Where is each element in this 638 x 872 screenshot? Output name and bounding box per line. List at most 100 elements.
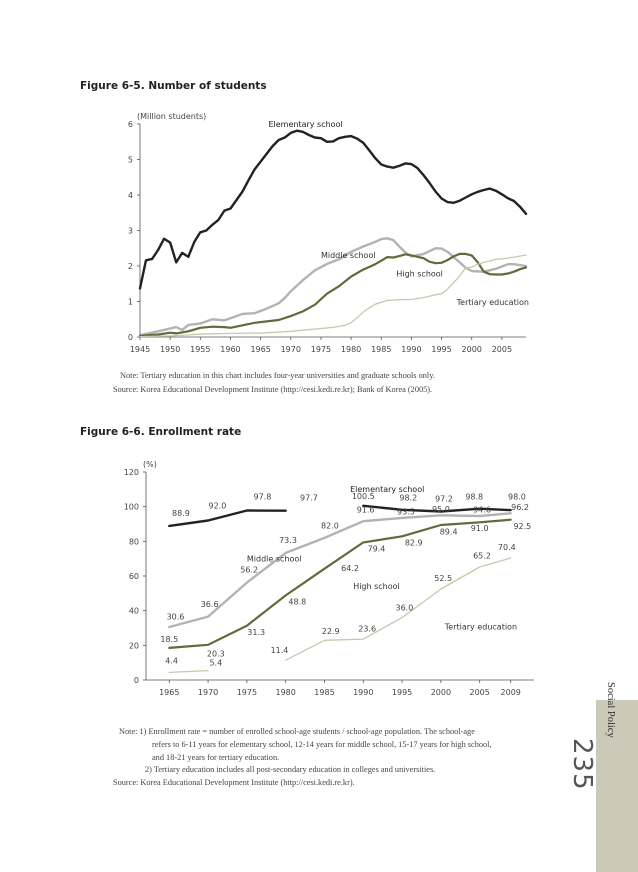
c1-y-tick-label: 2 [128, 262, 133, 271]
figure-6-5-source: Source: Korea Educational Development In… [113, 385, 433, 394]
c2-data-label: 30.6 [167, 612, 185, 621]
c2-data-label: 4.4 [165, 657, 178, 666]
side-tab [596, 700, 638, 872]
c1-y-tick-label: 4 [128, 191, 133, 200]
figure-6-5-note: Note: Tertiary education in this chart i… [120, 371, 435, 380]
c2-data-label: 36.0 [396, 604, 414, 613]
c1-x-tick-label: 2000 [462, 345, 482, 354]
c1-x-tick-label: 2005 [492, 345, 512, 354]
c2-series-label-tertiary: Tertiary education [444, 623, 517, 632]
c2-series-label-high: High school [353, 582, 400, 591]
c2-data-label: 36.6 [201, 600, 219, 609]
c2-x-tick-label: 1975 [237, 688, 257, 697]
c1-x-tick-label: 1945 [130, 345, 150, 354]
c2-y-axis-label: (%) [143, 460, 157, 469]
c1-y-tick-label: 5 [128, 156, 133, 165]
c2-data-label: 88.9 [172, 509, 190, 518]
c2-x-tick-label: 1995 [392, 688, 412, 697]
c2-y-tick-label: 120 [124, 468, 139, 477]
c2-data-label: 5.4 [209, 658, 222, 667]
c2-data-label: 48.8 [288, 598, 306, 607]
c2-data-label: 93.5 [397, 507, 415, 516]
c2-data-label: 56.2 [240, 566, 258, 575]
c1-series-middle-line [138, 237, 528, 337]
c2-data-label: 22.9 [322, 627, 340, 636]
c2-x-tick-label: 2005 [470, 688, 490, 697]
c2-y-tick-label: 80 [129, 537, 139, 546]
figure-6-6-source: Source: Korea Educational Development In… [113, 778, 355, 787]
c2-x-tick-label: 1980 [276, 688, 296, 697]
c2-series-label-elementary: Elementary school [350, 485, 424, 494]
c2-series-middle-line [168, 512, 512, 629]
c1-x-tick-label: 1965 [250, 345, 270, 354]
c1-x-tick-label: 1950 [160, 345, 180, 354]
page-number: 235 [567, 738, 597, 791]
c2-data-label: 98.0 [508, 493, 526, 502]
c2-data-label: 91.0 [471, 524, 489, 533]
figure-6-5-title: Figure 6-5. Number of students [80, 80, 267, 92]
c2-data-label: 73.3 [279, 536, 297, 545]
c1-series-label-elementary: Elementary school [268, 120, 342, 129]
c2-y-tick-label: 40 [129, 607, 139, 616]
c2-y-tick-label: 0 [134, 676, 139, 685]
c2-data-label: 89.4 [440, 527, 458, 536]
c1-x-tick-label: 1995 [431, 345, 451, 354]
c2-data-label: 97.8 [253, 493, 271, 502]
c1-series-elementary-line [138, 129, 528, 290]
c2-data-label: 65.2 [473, 552, 491, 561]
c1-series-label-tertiary: Tertiary education [456, 298, 529, 307]
c2-data-label: 97.7 [300, 494, 318, 503]
c1-x-tick-label: 1985 [371, 345, 391, 354]
c2-data-label: 91.6 [357, 506, 375, 515]
c2-series-label-middle: Middle school [247, 554, 302, 563]
c1-y-tick-label: 3 [128, 227, 133, 236]
c2-data-label: 97.2 [435, 494, 453, 503]
c1-series-label-middle: Middle school [321, 251, 376, 260]
c2-data-label: 98.2 [399, 494, 417, 503]
figure-6-6-note-1-cont: refers to 6-11 years for elementary scho… [152, 740, 492, 749]
figure-6-6-title: Figure 6-6. Enrollment rate [80, 426, 242, 438]
c2-data-label: 52.5 [434, 574, 452, 583]
c1-x-tick-label: 1975 [311, 345, 331, 354]
c2-data-label: 18.5 [160, 635, 178, 644]
c2-y-tick-label: 60 [129, 572, 139, 581]
c1-y-tick-label: 6 [128, 120, 133, 129]
c1-y-tick-label: 0 [128, 333, 133, 342]
c2-data-label: 64.2 [341, 564, 359, 573]
c2-x-tick-label: 1990 [353, 688, 373, 697]
c2-data-label: 79.4 [368, 545, 386, 554]
c2-x-tick-label: 1965 [159, 688, 179, 697]
c1-series-label-high: High school [396, 270, 443, 279]
c2-x-tick-label: 1985 [314, 688, 334, 697]
c1-y-tick-label: 1 [128, 298, 133, 307]
c1-x-tick-label: 1970 [281, 345, 301, 354]
c2-series-tertiary-line [285, 557, 512, 661]
figure-6-6-note-1-cont2: and 18-21 years for tertiary education. [152, 753, 280, 762]
c2-data-label: 82.9 [405, 539, 423, 548]
c2-data-label: 20.3 [207, 650, 225, 659]
c2-x-tick-label: 1970 [198, 688, 218, 697]
c2-data-label: 96.2 [511, 503, 529, 512]
c1-series-high-line [138, 252, 528, 337]
c2-x-tick-label: 2009 [501, 688, 521, 697]
c2-data-label: 70.4 [498, 543, 516, 552]
c2-data-label: 92.0 [208, 501, 226, 510]
c2-data-label: 95.0 [432, 505, 450, 514]
c2-series-high-line [168, 518, 512, 650]
c1-y-axis-label: (Million students) [137, 112, 206, 121]
c2-y-tick-label: 20 [129, 641, 139, 650]
c2-data-label: 98.8 [465, 493, 483, 502]
c2-x-tick-label: 2000 [431, 688, 451, 697]
c1-x-tick-label: 1990 [401, 345, 421, 354]
c1-x-tick-label: 1960 [220, 345, 240, 354]
c2-data-label: 23.6 [358, 624, 376, 633]
c2-series-tertiary-line [168, 669, 209, 674]
section-label: Social Policy [605, 682, 616, 738]
c1-x-tick-label: 1955 [190, 345, 210, 354]
c2-data-label: 31.3 [247, 628, 265, 637]
c2-data-label: 92.5 [513, 522, 531, 531]
c1-series-tertiary-line [139, 254, 527, 338]
c2-data-label: 11.4 [271, 646, 289, 655]
